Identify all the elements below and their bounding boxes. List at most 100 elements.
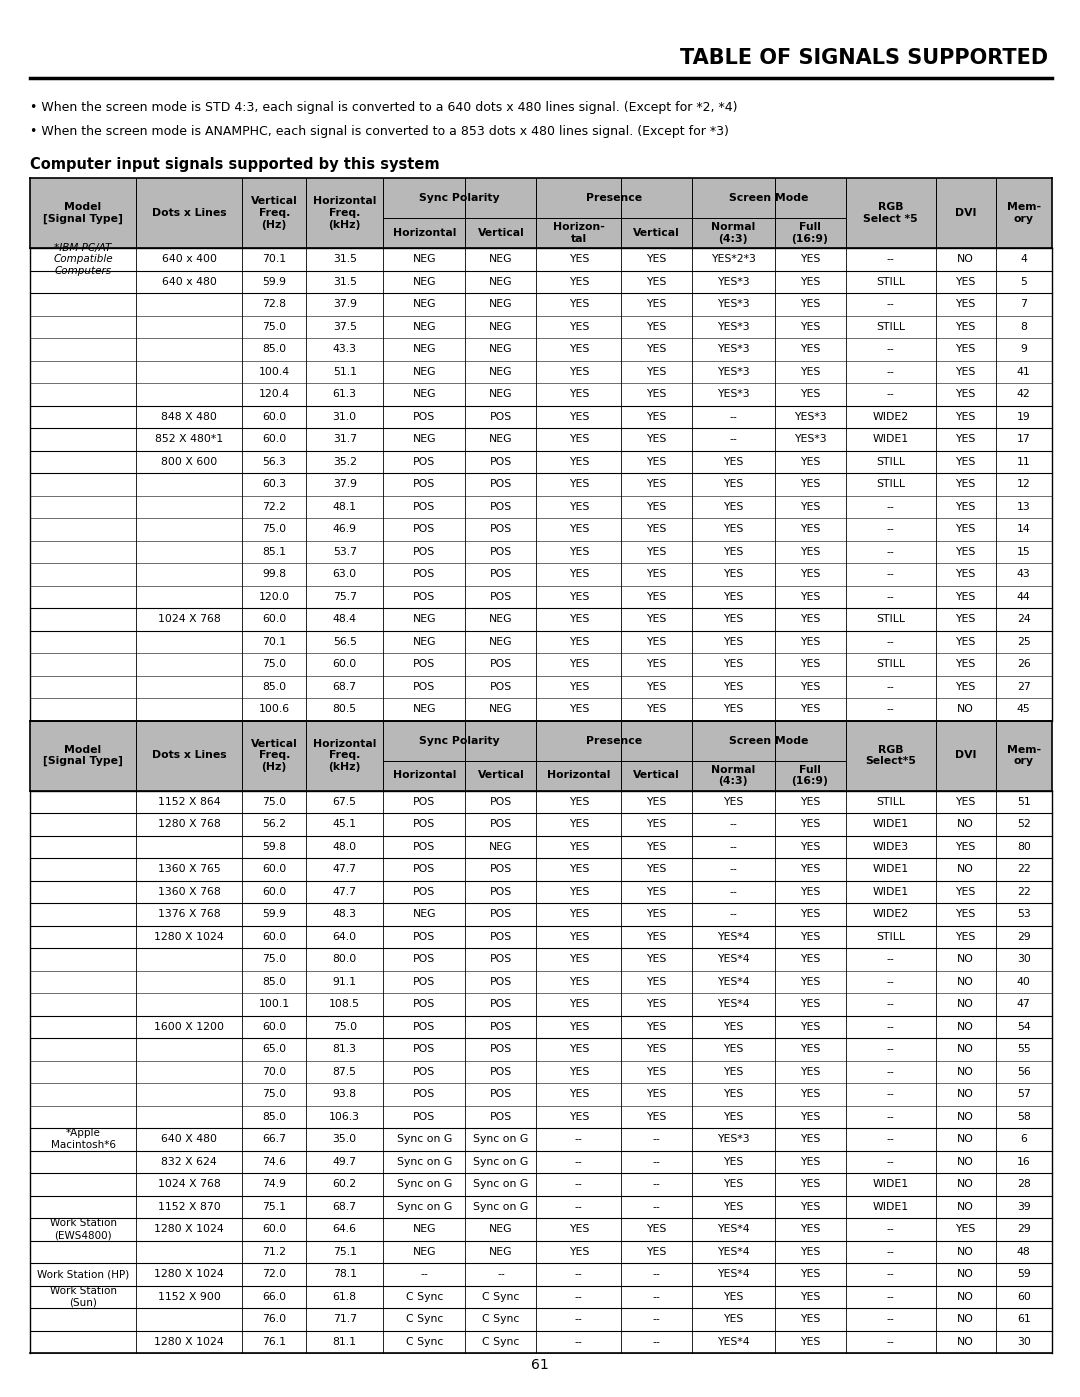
Text: --: -- [887, 1315, 894, 1324]
Text: 70.0: 70.0 [262, 1067, 286, 1077]
Text: YES: YES [647, 704, 666, 714]
Text: 56.2: 56.2 [262, 819, 286, 830]
Text: 76.1: 76.1 [262, 1337, 286, 1347]
Text: 70.1: 70.1 [262, 637, 286, 647]
Text: 37.9: 37.9 [333, 479, 356, 489]
Bar [30, 249, 1052, 721]
Text: 100.4: 100.4 [258, 367, 289, 377]
Text: --: -- [887, 592, 894, 602]
Text: --: -- [575, 1270, 583, 1280]
Text: 31.5: 31.5 [333, 254, 356, 264]
Text: YES: YES [800, 819, 820, 830]
Text: YES: YES [800, 277, 820, 286]
Text: YES: YES [800, 344, 820, 355]
Text: C Sync: C Sync [406, 1337, 443, 1347]
Text: YES: YES [800, 954, 820, 964]
Text: --: -- [575, 1179, 583, 1189]
Text: YES: YES [647, 842, 666, 852]
Text: YES: YES [647, 277, 666, 286]
Text: YES: YES [956, 390, 976, 400]
Text: POS: POS [490, 1044, 512, 1055]
Text: NEG: NEG [413, 299, 436, 309]
Text: NO: NO [957, 1134, 974, 1144]
Text: YES: YES [647, 592, 666, 602]
Text: 31.7: 31.7 [333, 434, 356, 444]
Text: POS: POS [414, 1021, 435, 1032]
Text: 91.1: 91.1 [333, 977, 356, 986]
Text: YES: YES [724, 457, 743, 467]
Text: POS: POS [490, 592, 512, 602]
Text: 48.4: 48.4 [333, 615, 356, 624]
Text: 1280 X 1024: 1280 X 1024 [154, 932, 224, 942]
Text: Vertical: Vertical [477, 771, 524, 781]
Text: NEG: NEG [489, 1246, 513, 1257]
Text: POS: POS [490, 977, 512, 986]
Text: YES: YES [647, 390, 666, 400]
Text: 65.0: 65.0 [262, 1044, 286, 1055]
Text: NO: NO [957, 1315, 974, 1324]
Text: 848 X 480: 848 X 480 [161, 412, 217, 422]
Text: YES: YES [647, 321, 666, 331]
Text: Horizontal
Freq.
(kHz): Horizontal Freq. (kHz) [313, 197, 377, 229]
Text: Work Station
(EWS4800): Work Station (EWS4800) [50, 1218, 117, 1241]
Text: 59.9: 59.9 [262, 277, 286, 286]
Text: 22: 22 [1017, 887, 1030, 897]
Text: YES: YES [724, 1090, 743, 1099]
Text: 63.0: 63.0 [333, 569, 356, 580]
Text: 43.3: 43.3 [333, 344, 356, 355]
Text: NEG: NEG [413, 909, 436, 919]
Text: YES: YES [800, 479, 820, 489]
Text: 74.9: 74.9 [262, 1179, 286, 1189]
Text: 51.1: 51.1 [333, 367, 356, 377]
Text: Full
(16:9): Full (16:9) [792, 222, 828, 244]
Text: YES: YES [724, 796, 743, 806]
Text: POS: POS [414, 932, 435, 942]
Text: YES: YES [568, 592, 589, 602]
Text: YES*4: YES*4 [717, 999, 750, 1009]
Text: 19: 19 [1017, 412, 1030, 422]
Text: NEG: NEG [489, 704, 513, 714]
Text: YES: YES [724, 1112, 743, 1122]
Text: YES: YES [647, 569, 666, 580]
Text: 85.1: 85.1 [262, 546, 286, 557]
Text: 85.0: 85.0 [262, 344, 286, 355]
Text: 80.0: 80.0 [333, 954, 356, 964]
Text: 39: 39 [1017, 1201, 1030, 1211]
Text: NEG: NEG [413, 434, 436, 444]
Text: YES: YES [568, 865, 589, 875]
Text: YES*4: YES*4 [717, 977, 750, 986]
Text: 56.3: 56.3 [262, 457, 286, 467]
Text: POS: POS [414, 1090, 435, 1099]
Text: 75.1: 75.1 [333, 1246, 356, 1257]
Text: YES: YES [647, 434, 666, 444]
Text: POS: POS [490, 932, 512, 942]
Text: YES: YES [724, 1315, 743, 1324]
Text: 45.1: 45.1 [333, 819, 356, 830]
Text: YES: YES [800, 865, 820, 875]
Text: 48: 48 [1017, 1246, 1030, 1257]
Text: POS: POS [414, 592, 435, 602]
Text: 26: 26 [1017, 659, 1030, 669]
Text: 99.8: 99.8 [262, 569, 286, 580]
Text: 66.7: 66.7 [262, 1134, 286, 1144]
Text: NEG: NEG [489, 254, 513, 264]
Text: --: -- [887, 367, 894, 377]
Text: 74.6: 74.6 [262, 1157, 286, 1166]
Text: 72.8: 72.8 [262, 299, 286, 309]
Text: 78.1: 78.1 [333, 1270, 356, 1280]
Text: • When the screen mode is STD 4:3, each signal is converted to a 640 dots x 480 : • When the screen mode is STD 4:3, each … [30, 102, 738, 115]
Text: YES: YES [724, 615, 743, 624]
Text: YES: YES [647, 1112, 666, 1122]
Text: --: -- [887, 1134, 894, 1144]
Text: 12: 12 [1017, 479, 1030, 489]
Text: WIDE3: WIDE3 [873, 842, 908, 852]
Text: NO: NO [957, 1044, 974, 1055]
Text: YES: YES [568, 1112, 589, 1122]
Text: YES: YES [956, 299, 976, 309]
Text: YES: YES [568, 254, 589, 264]
Text: NEG: NEG [413, 615, 436, 624]
Text: YES: YES [800, 1292, 820, 1302]
Text: Dots x Lines: Dots x Lines [152, 208, 227, 218]
Text: 22: 22 [1017, 865, 1030, 875]
Text: 48.1: 48.1 [333, 502, 356, 511]
